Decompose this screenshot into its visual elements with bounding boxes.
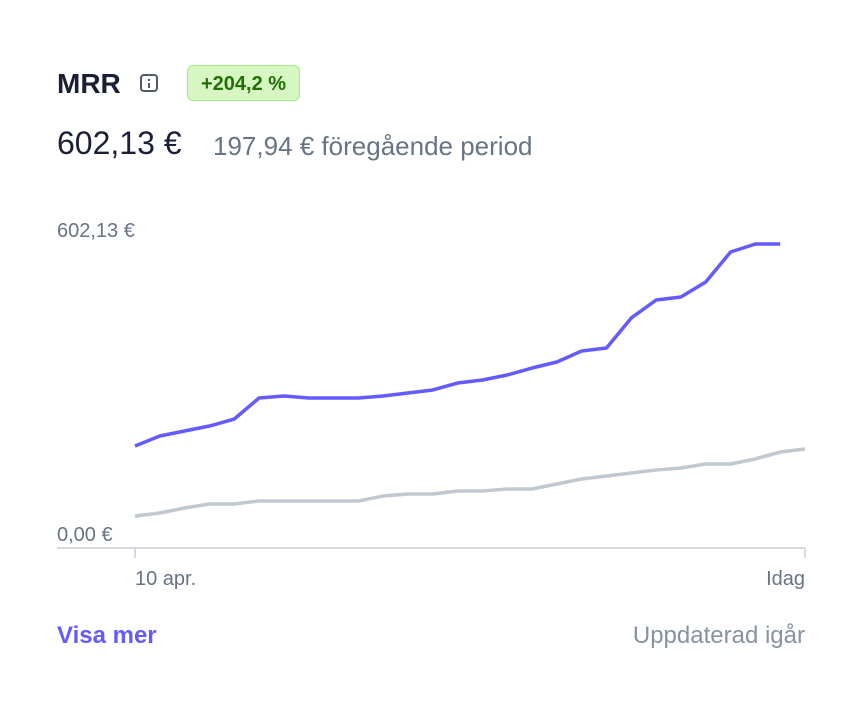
title: MRR <box>57 68 121 99</box>
previous-value: 197,94 € föregående period <box>213 131 533 161</box>
chart: 602,13 € 0,00 € 10 apr. Idag <box>57 220 806 590</box>
series-line <box>134 242 781 448</box>
change-badge: +204,2 % <box>187 65 301 101</box>
info-icon[interactable] <box>140 74 158 92</box>
y-tick-label: 602,13 € <box>57 220 135 242</box>
update-status: Uppdaterad igår <box>632 622 805 649</box>
show-more-link[interactable]: Visa mer <box>57 622 157 649</box>
current-value: 602,13 € <box>57 125 182 161</box>
x-tick-label: 10 apr. <box>135 568 196 590</box>
y-tick-label: 0,00 € <box>57 524 113 546</box>
x-tick-label: Idag <box>766 568 805 590</box>
series-line <box>134 447 806 518</box>
